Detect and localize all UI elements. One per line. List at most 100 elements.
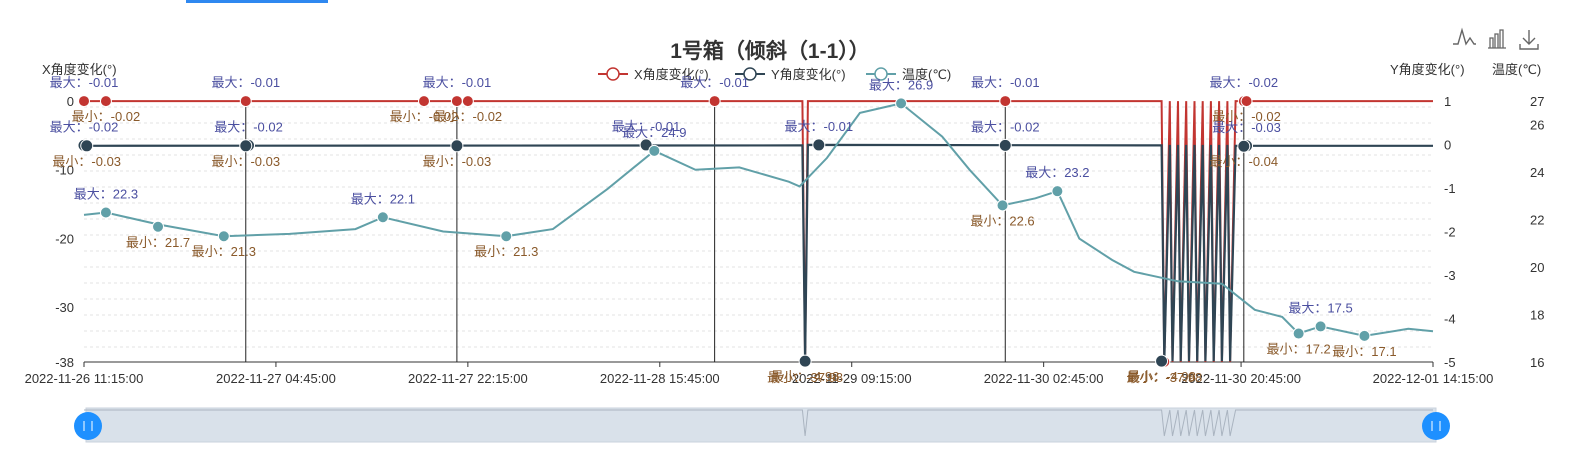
- point-marker[interactable]: [239, 95, 252, 108]
- x-tick-label: 2022-12-01 14:15:00: [1373, 371, 1494, 386]
- legend-label-1: X角度变化(°): [634, 67, 709, 82]
- y-right-tick: 1: [1444, 94, 1451, 109]
- point-label: 最小：-0.02: [72, 109, 141, 124]
- y-left-tick: -20: [55, 231, 74, 246]
- zoom-slider-track[interactable]: [85, 407, 1437, 443]
- active-tab-indicator: [186, 0, 328, 3]
- bar-icon[interactable]: [1488, 29, 1506, 49]
- point-marker[interactable]: [99, 95, 112, 108]
- point-label: 最小：17.2: [1266, 342, 1330, 357]
- zoom-handle-left[interactable]: [74, 412, 102, 440]
- point-marker[interactable]: [450, 139, 464, 153]
- download-icon[interactable]: [1519, 30, 1539, 50]
- point-marker[interactable]: [217, 230, 230, 243]
- point-marker[interactable]: [996, 199, 1009, 212]
- point-label: 最大：-0.01: [423, 75, 492, 90]
- y-temp-tick: 27: [1530, 94, 1544, 109]
- x-tick-label: 2022-11-27 04:45:00: [216, 371, 336, 386]
- point-label: 最小：-37.98: [1126, 370, 1202, 385]
- y-temp-tick: 26: [1530, 118, 1544, 133]
- zoom-slider-preview: [84, 409, 1433, 437]
- point-marker[interactable]: [1155, 354, 1169, 368]
- point-label: 最大：22.1: [351, 191, 415, 206]
- y-right-tick: 0: [1444, 138, 1451, 153]
- point-label: 最小：-0.03: [423, 154, 492, 169]
- point-label: 最大：-0.02: [971, 119, 1040, 134]
- point-label: 最大：-0.01: [211, 75, 280, 90]
- point-label: 最大：-0.01: [971, 75, 1040, 90]
- x-tick-label: 2022-11-26 11:15:00: [25, 371, 144, 386]
- point-marker[interactable]: [500, 230, 513, 243]
- point-marker[interactable]: [1051, 185, 1064, 198]
- y-left-tick: -10: [55, 163, 74, 178]
- legend-marker-2[interactable]: [743, 67, 757, 81]
- point-label: 最大：26.9: [869, 77, 933, 92]
- zoom-handle-right[interactable]: [1422, 412, 1450, 440]
- point-marker[interactable]: [1314, 320, 1327, 333]
- y-axis-temp-label: 温度(℃): [1492, 62, 1541, 77]
- x-tick-label: 2022-11-29 09:15:00: [792, 371, 912, 386]
- point-label: 最大：22.3: [74, 187, 138, 202]
- point-marker[interactable]: [1292, 327, 1305, 340]
- chart-title: 1号箱（倾斜（1-1））: [670, 39, 870, 63]
- y-axis-left-label: X角度变化(°): [42, 62, 117, 77]
- legend-marker-1[interactable]: [606, 67, 620, 81]
- point-marker[interactable]: [80, 139, 94, 153]
- x-tick-label: 2022-11-28 15:45:00: [600, 371, 720, 386]
- point-label: 最大：-0.02: [214, 119, 283, 134]
- point-label: 最大：-0.01: [612, 119, 681, 134]
- point-label: 最小：21.3: [192, 244, 256, 259]
- y-temp-tick: 20: [1530, 260, 1544, 275]
- point-marker[interactable]: [376, 211, 389, 224]
- line-icon[interactable]: [1453, 27, 1476, 46]
- y-left-tick: -38: [55, 355, 74, 370]
- point-marker[interactable]: [239, 139, 253, 153]
- point-marker[interactable]: [417, 95, 430, 108]
- point-marker[interactable]: [812, 138, 826, 152]
- point-marker[interactable]: [152, 220, 165, 233]
- point-marker[interactable]: [648, 144, 661, 157]
- point-marker[interactable]: [461, 95, 474, 108]
- series-line-2: [83, 143, 1433, 362]
- point-marker[interactable]: [78, 95, 90, 108]
- point-label: 最小：22.6: [970, 213, 1034, 228]
- x-tick-label: 2022-11-27 22:15:00: [408, 371, 528, 386]
- point-marker[interactable]: [1237, 139, 1251, 153]
- point-label: 最小：-0.02: [390, 109, 459, 124]
- x-tick-label: 2022-11-30 20:45:00: [1181, 371, 1301, 386]
- point-label: 最小：21.3: [474, 244, 538, 259]
- legend-label-3: 温度(℃): [902, 67, 951, 82]
- point-marker[interactable]: [1240, 95, 1253, 108]
- point-marker[interactable]: [450, 95, 463, 108]
- y-left-tick: -30: [55, 300, 74, 315]
- point-marker[interactable]: [895, 97, 908, 110]
- point-label: 最小：17.1: [1332, 344, 1396, 359]
- point-label: 最大：-0.01: [50, 75, 119, 90]
- point-label: 最大：-0.01: [785, 119, 854, 134]
- point-label: 最大：23.2: [1025, 165, 1089, 180]
- y-right-tick: -4: [1444, 312, 1456, 327]
- point-marker[interactable]: [99, 206, 112, 219]
- y-right-tick: -2: [1444, 225, 1456, 240]
- point-marker[interactable]: [998, 138, 1012, 152]
- x-tick-label: 2022-11-30 02:45:00: [984, 371, 1104, 386]
- y-right-tick: -3: [1444, 268, 1456, 283]
- point-label: 最大：-0.02: [1209, 75, 1278, 90]
- point-label: 最小：-0.03: [52, 154, 121, 169]
- y-temp-tick: 18: [1530, 308, 1544, 323]
- y-left-tick: 0: [67, 94, 74, 109]
- y-temp-tick: 16: [1530, 355, 1544, 370]
- point-marker[interactable]: [708, 95, 721, 108]
- point-label: 最大：17.5: [1288, 300, 1352, 315]
- legend-marker-3[interactable]: [874, 67, 888, 81]
- y-right-tick: -1: [1444, 181, 1456, 196]
- y-right-tick: -5: [1444, 355, 1456, 370]
- point-label: 最小：21.7: [126, 235, 190, 250]
- legend-label-2: Y角度变化(°): [771, 67, 846, 82]
- point-label: 最小：-0.04: [1209, 154, 1278, 169]
- point-marker[interactable]: [798, 354, 812, 368]
- point-marker[interactable]: [999, 95, 1012, 108]
- point-label: 最小：-0.03: [211, 154, 280, 169]
- point-marker[interactable]: [1358, 329, 1371, 342]
- point-label: 最大：24.9: [622, 125, 686, 140]
